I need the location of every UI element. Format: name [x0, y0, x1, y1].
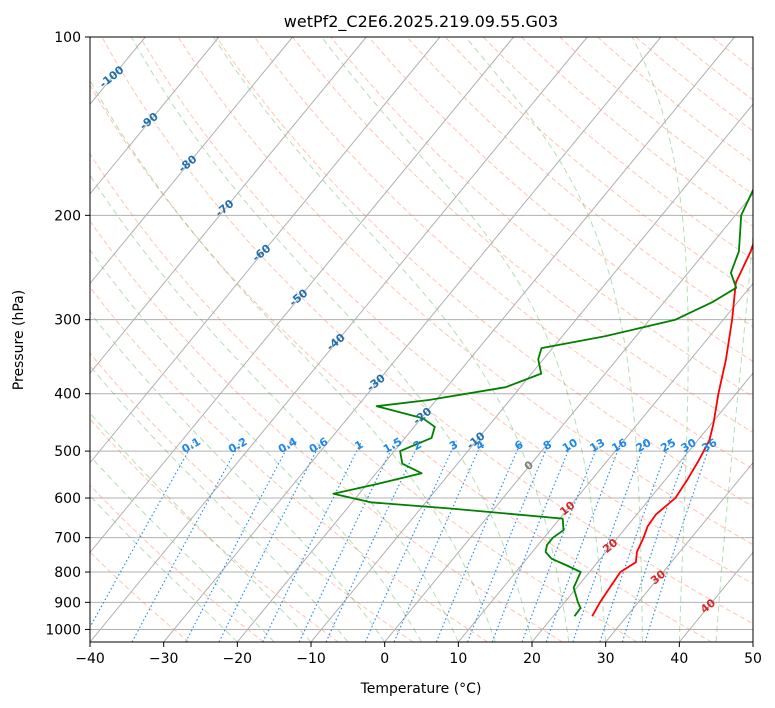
dry-adiabat: [90, 220, 563, 642]
dry-adiabat: [90, 551, 190, 642]
x-tick-label: −30: [149, 651, 179, 667]
moist-adiabat: [130, 37, 533, 642]
isotherm-line: [90, 37, 367, 374]
dry-adiabat: [90, 153, 638, 642]
moist-adiabat: [465, 37, 643, 642]
isotherm-line: [90, 37, 441, 464]
y-tick-label: 1000: [45, 622, 81, 638]
dry-adiabat: [406, 37, 753, 328]
isotherm-line: [310, 103, 753, 642]
isotherm-line: [90, 37, 514, 554]
chart-title: wetPf2_C2E6.2025.219.09.55.G03: [284, 12, 558, 32]
mixing-ratio-line: [131, 440, 242, 642]
dewpoint-profile: [332, 187, 753, 617]
y-tick-label: 500: [54, 444, 81, 460]
moist-adiabat: [90, 174, 459, 642]
plot-frame: [89, 36, 754, 643]
isotherm-line: [384, 193, 753, 642]
dry-adiabat: [292, 37, 753, 434]
mixing-ratio-line: [545, 440, 623, 642]
plot-area: [90, 37, 753, 642]
y-axis-label: Pressure (hPa): [11, 290, 27, 390]
x-tick-label: 30: [597, 651, 615, 667]
dry-adiabat: [215, 37, 753, 507]
moist-adiabat: [90, 364, 349, 642]
mixing-ratio-line: [262, 440, 363, 642]
dry-adiabat: [90, 484, 264, 642]
moist-adiabat: [90, 412, 312, 642]
isotherm-line: [236, 37, 735, 642]
axes: −40 −30 −20 −10 0 10 20 30 40 50 1000 900 800 700 600 5…: [45, 30, 762, 667]
x-tick-label: −20: [223, 651, 253, 667]
moist-adiabat: [90, 79, 496, 642]
x-tick-label: 40: [670, 651, 688, 667]
mixing-ratio-line: [393, 440, 484, 642]
mixing-ratio-line: [572, 440, 647, 642]
dry-adiabat: [90, 418, 339, 642]
moist-adiabat: [715, 227, 753, 642]
y-tick-label: 800: [54, 565, 81, 581]
dry-adiabat: [101, 37, 753, 625]
x-tick-label: −10: [296, 651, 326, 667]
dry-adiabat: [90, 84, 712, 642]
y-tick-label: 700: [54, 531, 81, 547]
mixing-ratio-line: [644, 440, 713, 642]
moist-adiabat: [213, 37, 570, 642]
y-tick-label: 400: [54, 387, 81, 403]
isotherm-line: [531, 372, 753, 642]
mixing-ratio-line: [364, 440, 457, 642]
y-tick-label: 600: [54, 491, 81, 507]
mixing-ratio-line: [90, 440, 195, 629]
x-tick-label: −40: [75, 651, 105, 667]
moist-adiabat: [90, 495, 238, 642]
dry-adiabat: [177, 37, 753, 546]
x-tick-label: 20: [523, 651, 541, 667]
dry-adiabat: [90, 286, 488, 642]
x-axis-label: Temperature (°C): [360, 681, 482, 697]
x-tick-label: 50: [744, 651, 762, 667]
moist-adiabat: [631, 37, 689, 642]
isotherm-line: [605, 461, 753, 642]
dry-adiabat: [139, 37, 753, 585]
isotherm-line: [90, 37, 293, 285]
temperature-profile: [591, 241, 753, 617]
y-tick-label: 100: [54, 30, 81, 46]
dry-adiabat: [330, 37, 753, 398]
isotherm-line: [163, 37, 662, 642]
x-tick-label: 0: [380, 651, 389, 667]
x-tick-label: 10: [449, 651, 467, 667]
y-tick-label: 200: [54, 208, 81, 224]
mixing-ratio-line: [435, 440, 523, 642]
y-tick-label: 300: [54, 313, 81, 329]
isotherm-line: [457, 282, 753, 642]
isotherm-line: [90, 37, 220, 195]
y-tick-label: 900: [54, 595, 81, 611]
moist-adiabat: [90, 249, 422, 642]
isotherm-line: [90, 37, 588, 642]
